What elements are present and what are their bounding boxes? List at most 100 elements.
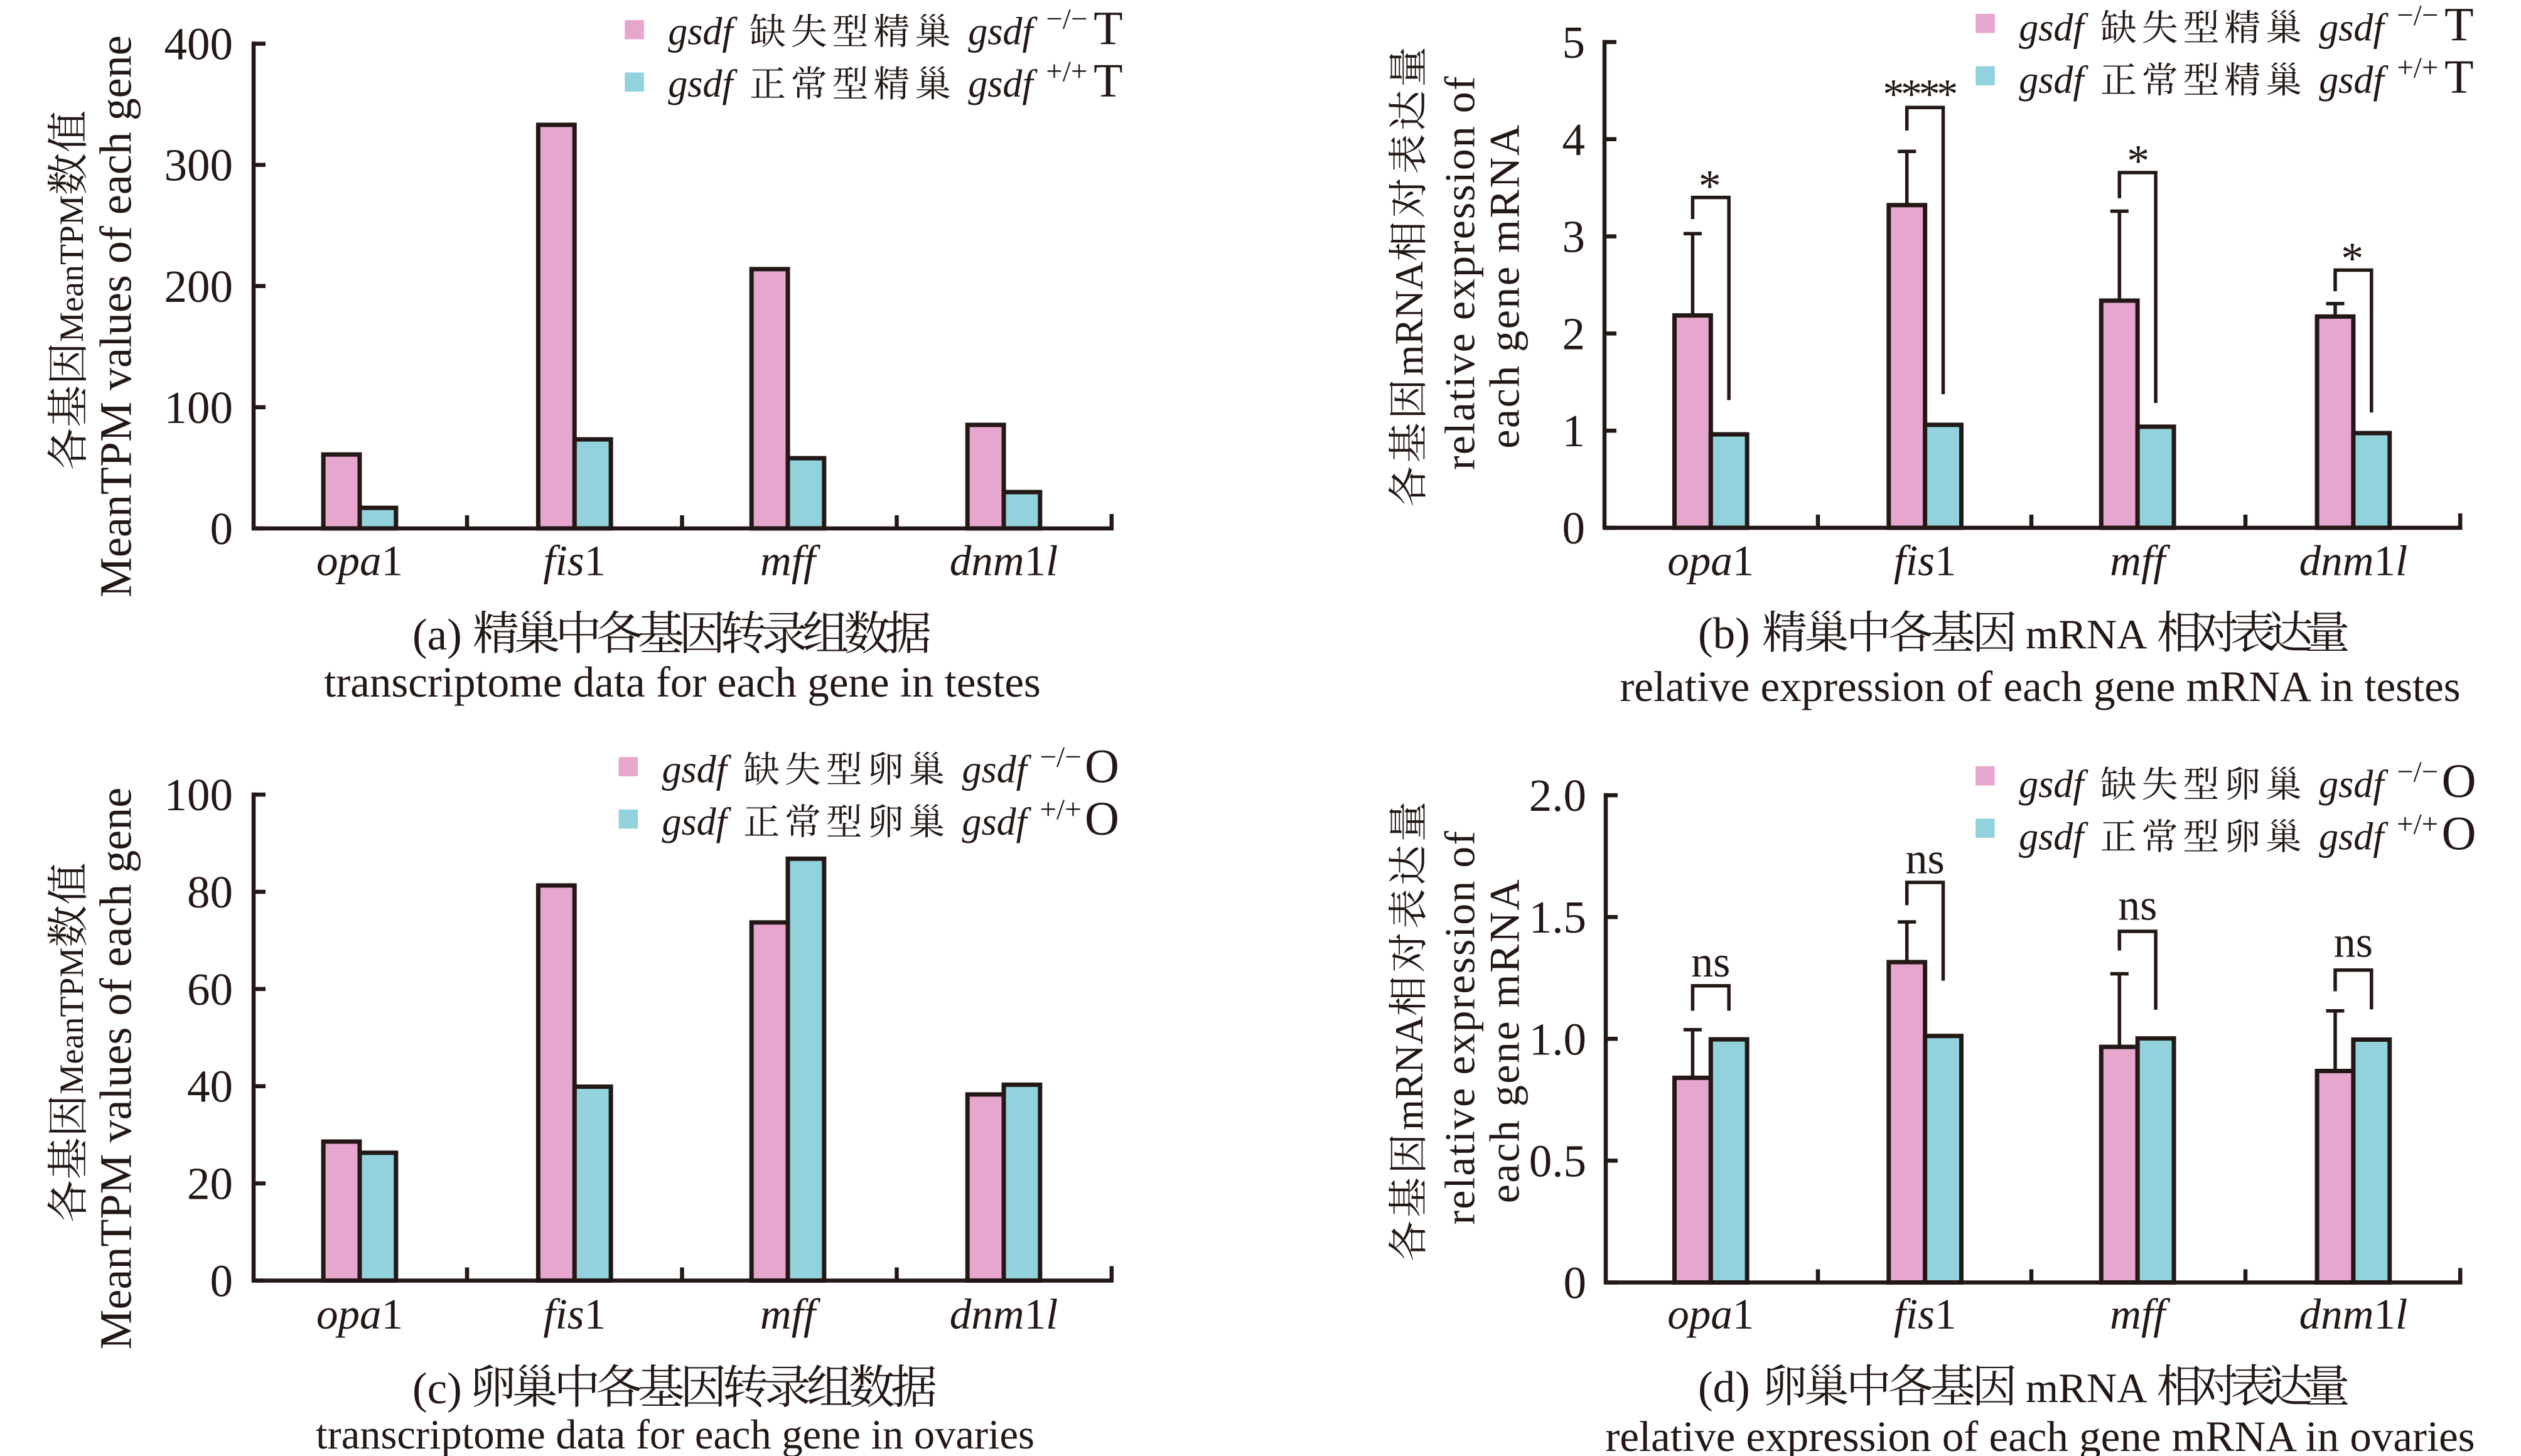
svg-text:200: 200 — [164, 261, 234, 312]
svg-text:ns: ns — [2334, 918, 2373, 966]
svg-text:gsdf: gsdf — [962, 748, 1032, 791]
svg-text:O: O — [2442, 808, 2476, 860]
svg-text:0: 0 — [1564, 1258, 1587, 1309]
svg-text:mRNA: mRNA — [1387, 1015, 1431, 1130]
svg-text:MeanTPM values of each gene: MeanTPM values of each gene — [91, 788, 141, 1350]
svg-text:mff: mff — [760, 1290, 821, 1338]
svg-text:3: 3 — [1562, 211, 1586, 262]
svg-text:relative expression of: relative expression of — [1436, 830, 1484, 1224]
svg-text:T: T — [2444, 0, 2473, 51]
svg-text:+/+: +/+ — [1040, 793, 1082, 826]
svg-text:MeanTPM: MeanTPM — [53, 195, 90, 342]
svg-text:(a): (a) — [412, 611, 462, 660]
svg-text:*: * — [1883, 70, 1904, 118]
svg-text:gsdf: gsdf — [962, 801, 1032, 843]
svg-text:dnm1l: dnm1l — [2299, 537, 2408, 585]
svg-text:80: 80 — [187, 867, 233, 918]
svg-text:gsdf: gsdf — [2019, 763, 2088, 806]
svg-text:*: * — [1919, 70, 1940, 118]
svg-text:gsdf: gsdf — [968, 63, 1038, 105]
svg-text:ns: ns — [2118, 882, 2157, 930]
svg-text:mff: mff — [2110, 1290, 2171, 1338]
svg-text:60: 60 — [187, 964, 233, 1015]
svg-text:100: 100 — [164, 382, 234, 433]
svg-text:0.5: 0.5 — [1529, 1135, 1586, 1186]
svg-text:T: T — [1094, 55, 1122, 107]
svg-text:(d): (d) — [1698, 1363, 1750, 1412]
svg-text:dnm1l: dnm1l — [950, 537, 1058, 585]
svg-text:4: 4 — [1562, 114, 1586, 165]
svg-text:MeanTPM values of each gene: MeanTPM values of each gene — [91, 35, 141, 597]
svg-text:T: T — [2444, 51, 2473, 104]
svg-text:gsdf: gsdf — [662, 748, 732, 791]
svg-text:transcriptome data for each ge: transcriptome data for each gene in test… — [324, 658, 1041, 706]
svg-text:MeanTPM: MeanTPM — [53, 948, 90, 1095]
svg-text:gsdf: gsdf — [662, 801, 732, 843]
svg-text:400: 400 — [164, 19, 234, 70]
svg-text:*: * — [2127, 136, 2149, 186]
svg-text:opa1: opa1 — [1667, 537, 1754, 585]
svg-text:gsdf: gsdf — [2019, 59, 2088, 102]
svg-text:1.0: 1.0 — [1529, 1014, 1586, 1064]
svg-text:O: O — [1085, 740, 1119, 793]
svg-text:opa1: opa1 — [316, 537, 403, 585]
svg-text:gsdf: gsdf — [668, 11, 738, 53]
svg-text:gsdf: gsdf — [2019, 816, 2088, 859]
svg-text:ns: ns — [1905, 835, 1944, 883]
svg-text:fis1: fis1 — [1894, 537, 1957, 585]
svg-text:fis1: fis1 — [543, 537, 606, 585]
svg-text:mRNA: mRNA — [2026, 611, 2147, 658]
svg-text:5: 5 — [1562, 17, 1586, 68]
svg-text:2.0: 2.0 — [1529, 770, 1586, 821]
svg-text:opa1: opa1 — [316, 1290, 403, 1338]
svg-text:fis1: fis1 — [1894, 1290, 1957, 1338]
svg-text:mff: mff — [760, 537, 821, 585]
svg-text:+/+: +/+ — [2397, 808, 2438, 841]
svg-text:mRNA: mRNA — [1387, 261, 1431, 376]
svg-text:dnm1l: dnm1l — [950, 1290, 1058, 1338]
svg-text:relative expression of: relative expression of — [1436, 75, 1484, 470]
svg-text:*: * — [1901, 70, 1922, 118]
svg-text:100: 100 — [164, 769, 234, 820]
svg-text:mRNA: mRNA — [2026, 1365, 2147, 1411]
svg-text:O: O — [1085, 793, 1119, 845]
svg-text:gsdf: gsdf — [2319, 59, 2389, 102]
svg-text:T: T — [1094, 3, 1122, 55]
svg-text:20: 20 — [187, 1159, 233, 1209]
svg-text:(b): (b) — [1698, 609, 1750, 658]
svg-text:−/−: −/− — [2397, 0, 2438, 31]
svg-text:40: 40 — [187, 1061, 233, 1112]
svg-text:gsdf: gsdf — [668, 63, 738, 105]
svg-text:relative expression of each ge: relative expression of each gene mRNA in… — [1605, 1413, 2475, 1456]
svg-text:mff: mff — [2110, 537, 2171, 585]
svg-text:*: * — [1699, 161, 1721, 211]
svg-text:1.5: 1.5 — [1529, 892, 1586, 943]
svg-text:each gene mRNA: each gene mRNA — [1480, 878, 1528, 1203]
svg-text:−/−: −/− — [2397, 756, 2438, 788]
svg-text:gsdf: gsdf — [2319, 6, 2389, 49]
svg-text:(c): (c) — [412, 1364, 462, 1413]
svg-text:2: 2 — [1562, 308, 1586, 359]
svg-text:dnm1l: dnm1l — [2299, 1290, 2408, 1338]
svg-text:O: O — [2442, 755, 2476, 808]
svg-text:−/−: −/− — [1046, 3, 1087, 36]
svg-text:0: 0 — [210, 1256, 234, 1307]
svg-text:ns: ns — [1691, 938, 1730, 987]
svg-text:−/−: −/− — [1040, 741, 1082, 773]
svg-text:+/+: +/+ — [2397, 51, 2438, 84]
svg-text:*: * — [2341, 233, 2363, 284]
svg-text:0: 0 — [210, 503, 234, 554]
svg-text:gsdf: gsdf — [968, 11, 1038, 53]
svg-text:gsdf: gsdf — [2319, 763, 2389, 806]
svg-text:*: * — [1937, 70, 1958, 118]
svg-text:opa1: opa1 — [1667, 1290, 1754, 1338]
svg-text:gsdf: gsdf — [2019, 6, 2088, 49]
svg-text:+/+: +/+ — [1046, 55, 1087, 88]
svg-text:gsdf: gsdf — [2319, 816, 2389, 859]
svg-text:transcriptome data for each ge: transcriptome data for each gene in ovar… — [316, 1412, 1035, 1456]
svg-text:relative expression of each ge: relative expression of each gene mRNA in… — [1620, 663, 2460, 710]
svg-text:fis1: fis1 — [543, 1290, 606, 1338]
svg-text:each gene mRNA: each gene mRNA — [1480, 123, 1528, 448]
svg-text:1: 1 — [1562, 405, 1586, 456]
svg-text:0: 0 — [1562, 503, 1586, 554]
